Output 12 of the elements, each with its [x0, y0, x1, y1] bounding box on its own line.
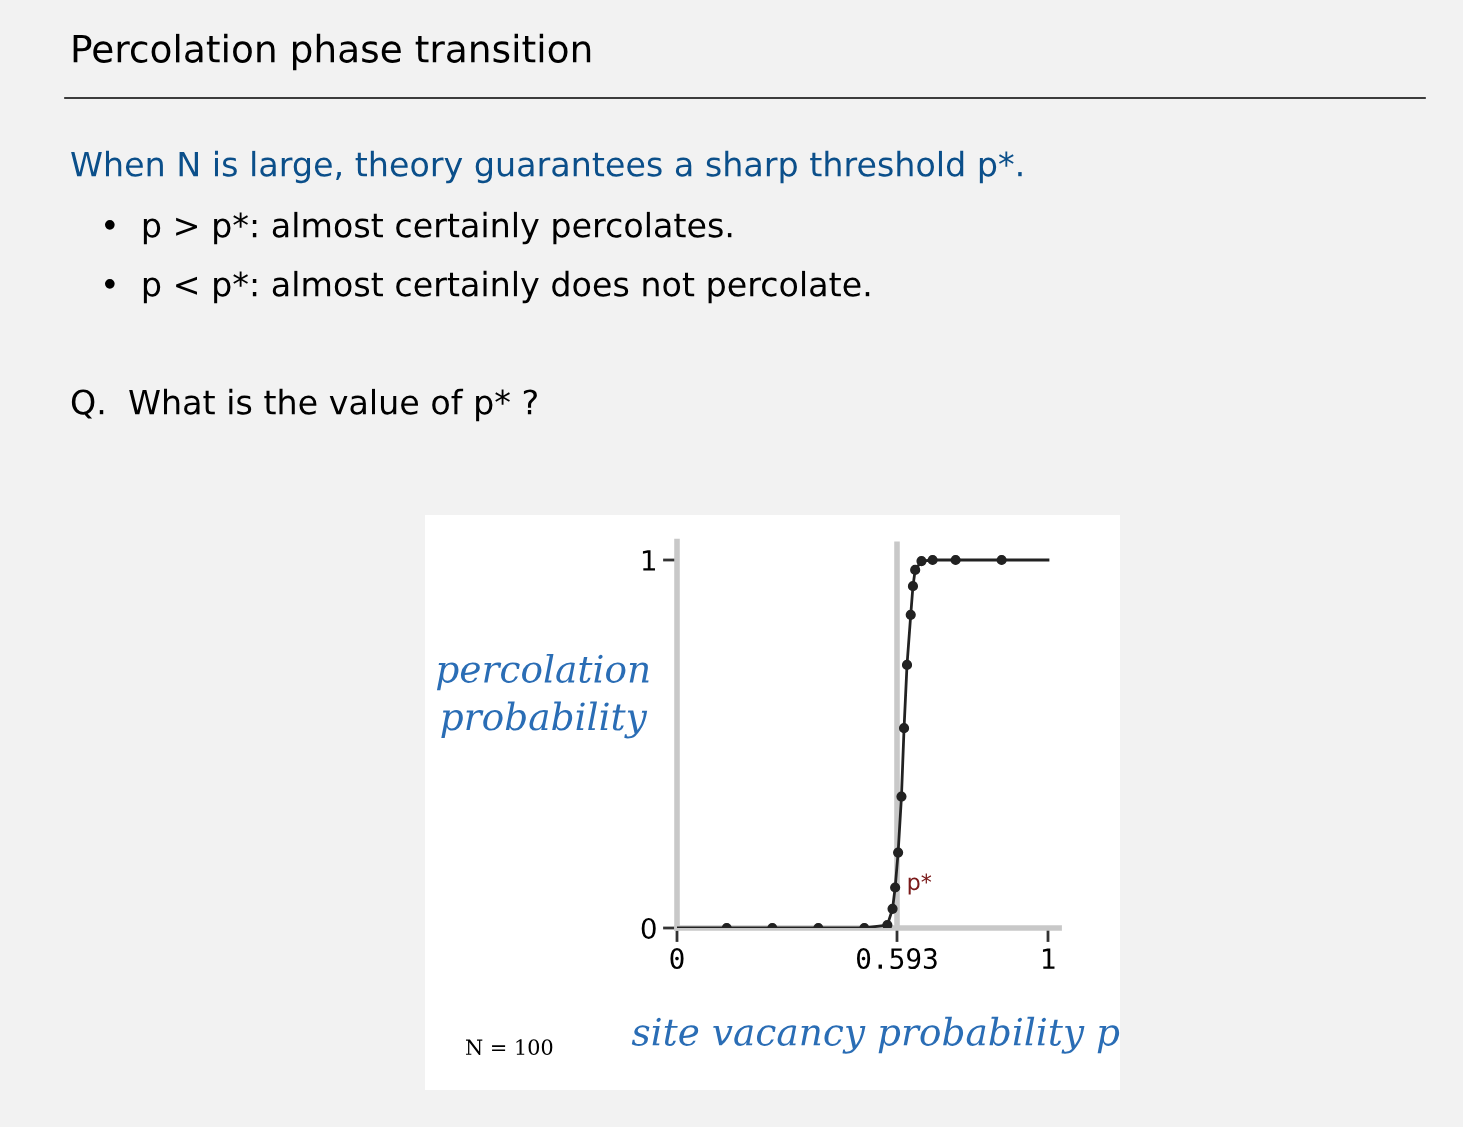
- x-tick-label: 0.593: [857, 948, 937, 970]
- ref-line-label: p*: [908, 873, 932, 895]
- x-tick-label: 1: [1042, 948, 1055, 969]
- text: • p > p*: almost certainly percolates.: [104, 211, 732, 245]
- text: • p < p*: almost certainly does not percolate.: [104, 270, 870, 304]
- text: Percolation phase transition: [73, 33, 591, 71]
- x-axis-title: site vacancy probability p: [631, 1016, 1120, 1054]
- text: Q. What is the value of p* ?: [71, 388, 537, 422]
- y-axis-title: percolation probability: [436, 653, 649, 739]
- x-tick-label: 0: [670, 948, 684, 970]
- chart-subtitle: When N is large, theory guarantees a sharp threshold p*.: [71, 150, 1022, 184]
- text: N = 100: [466, 1039, 553, 1056]
